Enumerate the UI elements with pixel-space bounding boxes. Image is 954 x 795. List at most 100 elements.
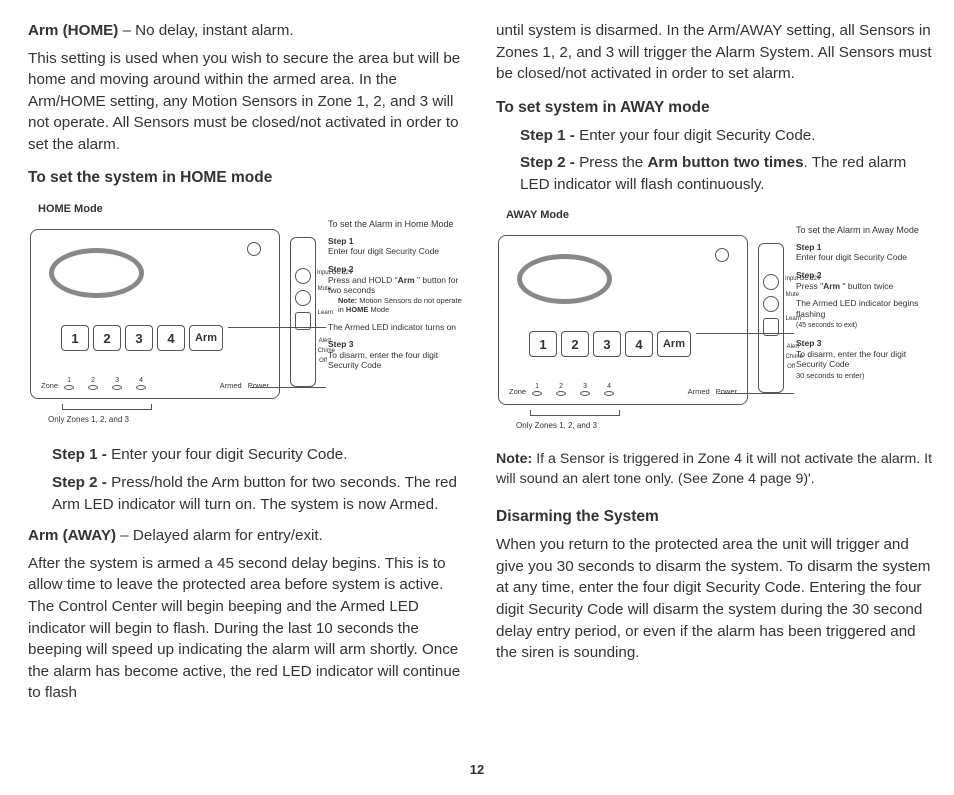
key-2: 2 bbox=[93, 325, 121, 351]
step1-text: Enter your four digit Security Code. bbox=[111, 446, 347, 463]
leader-line bbox=[718, 393, 794, 394]
remote-fob: Input DC 12V Mute Learn Alert Chime Off bbox=[290, 237, 316, 387]
page-number: 12 bbox=[470, 762, 484, 777]
led-icon bbox=[112, 385, 122, 390]
key-2: 2 bbox=[561, 331, 589, 357]
power-led: Power bbox=[716, 387, 737, 396]
brand-logo-icon bbox=[715, 248, 729, 262]
power-led: Power bbox=[248, 381, 269, 390]
callout-head: To set the Alarm in Away Mode bbox=[796, 225, 936, 236]
home-diagram-wrap: HOME Mode 1 2 3 4 Arm Zone 1 2 bbox=[28, 203, 468, 434]
left-column: Arm (HOME) – No delay, instant alarm. Th… bbox=[28, 20, 468, 710]
away-diagram-wrap: AWAY Mode 1 2 3 4 Arm Zone 1 2 bbox=[496, 209, 936, 440]
right-column: until system is disarmed. In the Arm/AWA… bbox=[496, 20, 936, 710]
away-diagram: 1 2 3 4 Arm Zone 1 2 3 4 Armed Po bbox=[496, 225, 936, 440]
zone-4: 4 bbox=[136, 377, 146, 390]
led-icon bbox=[556, 391, 566, 396]
arm-home-title: Arm (HOME) bbox=[28, 22, 118, 39]
callout-step2: Step 2Press "Arm " button twice bbox=[796, 270, 936, 291]
away-continuation: until system is disarmed. In the Arm/AWA… bbox=[496, 20, 936, 85]
remote-btn-icon bbox=[763, 274, 779, 290]
leader-line bbox=[250, 387, 326, 388]
home-callouts: To set the Alarm in Home Mode Step 1Ente… bbox=[328, 219, 468, 378]
brand-logo-icon bbox=[247, 242, 261, 256]
key-4: 4 bbox=[625, 331, 653, 357]
set-away-heading: To set system in AWAY mode bbox=[496, 97, 936, 119]
led-icon bbox=[580, 391, 590, 396]
key-3: 3 bbox=[125, 325, 153, 351]
callout-led: The Armed LED indicator begins flashing(… bbox=[796, 298, 936, 331]
key-arm: Arm bbox=[657, 331, 691, 357]
away-diagram-label: AWAY Mode bbox=[506, 209, 936, 221]
armed-led: Armed bbox=[220, 381, 242, 390]
callout-step2: Step 2Press and HOLD "Arm " button for t… bbox=[328, 264, 468, 315]
zone-1: 1 bbox=[64, 377, 74, 390]
zone-4: 4 bbox=[604, 383, 614, 396]
page: Arm (HOME) – No delay, instant alarm. Th… bbox=[0, 0, 954, 720]
led-icon bbox=[88, 385, 98, 390]
step1-label: Step 1 - bbox=[52, 446, 111, 463]
step2-text: Press/hold the Arm button for two second… bbox=[52, 474, 457, 513]
speaker-oval bbox=[49, 248, 144, 298]
zone-3: 3 bbox=[580, 383, 590, 396]
callout-step1: Step 1Enter four digit Security Code bbox=[328, 236, 468, 257]
keypad: 1 2 3 4 Arm bbox=[61, 325, 227, 351]
key-1: 1 bbox=[61, 325, 89, 351]
zone-2: 2 bbox=[88, 377, 98, 390]
step2-text-b: Arm button two times bbox=[647, 154, 803, 171]
home-step1: Step 1 - Enter your four digit Security … bbox=[52, 444, 468, 466]
remote-fob: Input DC 12V Mute Learn Alert Chime Off bbox=[758, 243, 784, 393]
speaker-oval bbox=[517, 254, 612, 304]
home-diagram-label: HOME Mode bbox=[38, 203, 468, 215]
zone-bracket-label: Only Zones 1, 2, and 3 bbox=[516, 421, 597, 430]
led-icon bbox=[136, 385, 146, 390]
disarm-body: When you return to the protected area th… bbox=[496, 534, 936, 663]
callout-head: To set the Alarm in Home Mode bbox=[328, 219, 468, 230]
step2-text-a: Press the bbox=[579, 154, 647, 171]
zone-row: Zone 1 2 3 4 Armed Power bbox=[41, 377, 269, 390]
callout-step3: Step 3To disarm, enter the four digit Se… bbox=[328, 339, 468, 371]
away-step1: Step 1 - Enter your four digit Security … bbox=[520, 125, 936, 147]
arm-away-dash: – Delayed alarm for entry/exit. bbox=[116, 527, 323, 544]
step2-label: Step 2 - bbox=[520, 154, 579, 171]
zone-label: Zone bbox=[41, 381, 58, 390]
disarm-heading: Disarming the System bbox=[496, 506, 936, 528]
leader-line bbox=[228, 327, 326, 328]
callout-led: The Armed LED indicator turns on bbox=[328, 322, 468, 333]
home-diagram: 1 2 3 4 Arm Zone 1 2 3 4 Armed Po bbox=[28, 219, 468, 434]
zone4-note: Note: If a Sensor is triggered in Zone 4… bbox=[496, 450, 936, 490]
step1-text: Enter your four digit Security Code. bbox=[579, 127, 815, 144]
key-3: 3 bbox=[593, 331, 621, 357]
led-icon bbox=[532, 391, 542, 396]
callout-step3: Step 3To disarm, enter the four digit Se… bbox=[796, 338, 936, 381]
led-icon bbox=[604, 391, 614, 396]
note-label: Note: bbox=[496, 451, 536, 467]
arm-home-dash: – No delay, instant alarm. bbox=[118, 22, 293, 39]
zone-label: Zone bbox=[509, 387, 526, 396]
home-step2: Step 2 - Press/hold the Arm button for t… bbox=[52, 472, 468, 515]
zone-row: Zone 1 2 3 4 Armed Power bbox=[509, 383, 737, 396]
callout-step1: Step 1Enter four digit Security Code bbox=[796, 242, 936, 263]
remote-off-label: Off bbox=[787, 364, 795, 370]
step2-label: Step 2 - bbox=[52, 474, 111, 491]
zone-2: 2 bbox=[556, 383, 566, 396]
control-panel: 1 2 3 4 Arm Zone 1 2 3 4 Armed Po bbox=[30, 229, 280, 399]
key-arm: Arm bbox=[189, 325, 223, 351]
zone-bracket bbox=[62, 404, 152, 410]
zone-1: 1 bbox=[532, 383, 542, 396]
arm-away-title: Arm (AWAY) bbox=[28, 527, 116, 544]
remote-btn-icon bbox=[295, 268, 311, 284]
arm-away-body: After the system is armed a 45 second de… bbox=[28, 553, 468, 704]
key-1: 1 bbox=[529, 331, 557, 357]
note-text: If a Sensor is triggered in Zone 4 it wi… bbox=[496, 451, 932, 487]
remote-btn-icon bbox=[763, 296, 779, 312]
zone-bracket bbox=[530, 410, 620, 416]
step1-label: Step 1 - bbox=[520, 127, 579, 144]
set-home-heading: To set the system in HOME mode bbox=[28, 167, 468, 189]
zone-bracket-label: Only Zones 1, 2, and 3 bbox=[48, 415, 129, 424]
remote-off-label: Off bbox=[319, 358, 327, 364]
keypad: 1 2 3 4 Arm bbox=[529, 331, 695, 357]
arm-home-body: This setting is used when you wish to se… bbox=[28, 48, 468, 156]
remote-btn-icon bbox=[295, 290, 311, 306]
callout-step2-note: Note: Motion Sensors do not operate in H… bbox=[338, 296, 468, 315]
